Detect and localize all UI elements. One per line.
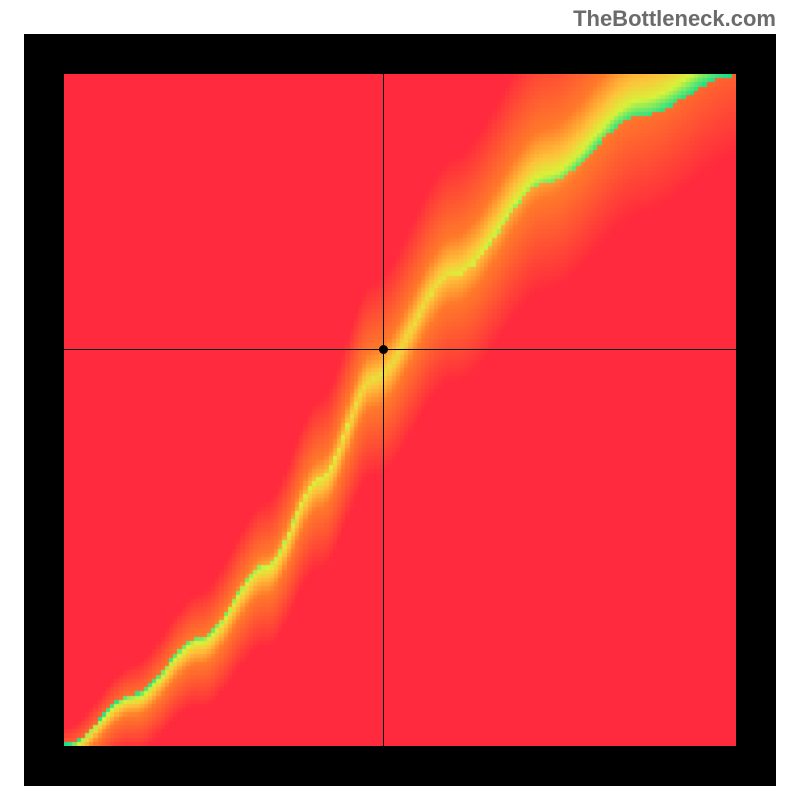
crosshair-horizontal bbox=[64, 349, 736, 350]
crosshair-vertical bbox=[383, 74, 384, 746]
heatmap-canvas bbox=[64, 74, 736, 746]
crosshair-marker bbox=[379, 345, 388, 354]
heatmap-plot bbox=[64, 74, 736, 746]
chart-container: TheBottleneck.com bbox=[0, 0, 800, 800]
watermark-text: TheBottleneck.com bbox=[573, 6, 776, 32]
